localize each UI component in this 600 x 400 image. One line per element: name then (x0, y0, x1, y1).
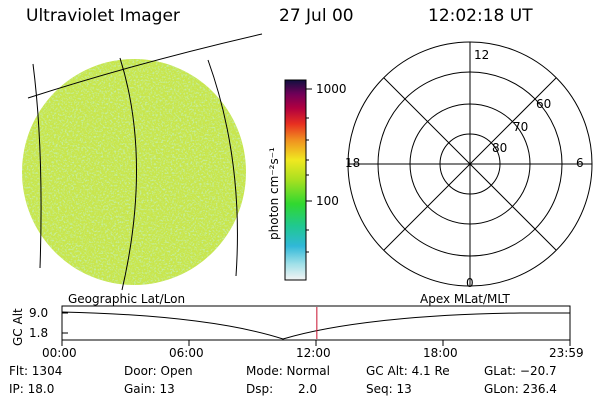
colorbar-tick-100: 100 (316, 194, 339, 208)
geo-caption: Geographic Lat/Lon (68, 292, 186, 306)
glat-value: GLat: −20.7 (484, 364, 557, 378)
flight-number: Flt: 1304 (9, 364, 63, 378)
timeline-x-tick-2359: 23:59 (549, 346, 584, 360)
gc-alt-value: GC Alt: 4.1 Re (366, 364, 450, 378)
timeline-x-tick-0000: 00:00 (42, 346, 77, 360)
colorbar-tick-1000: 1000 (316, 82, 347, 96)
timeline-axis-title: GC Alt (11, 308, 25, 346)
timeline-y-tick-max: 9.0 (29, 306, 49, 320)
mlt-label-12: 12 (474, 48, 490, 62)
uvi-image (22, 33, 263, 291)
geo-grid-lines (27, 33, 263, 291)
timeline-x-tick-1800: 18:00 (423, 346, 458, 360)
timeline-x-tick-1200: 12:00 (296, 346, 331, 360)
door-status: Door: Open (124, 364, 193, 378)
seq-value: Seq: 13 (366, 382, 412, 396)
timeline-x-tick-0600: 06:00 (169, 346, 204, 360)
date-label: 27 Jul 00 (279, 6, 354, 26)
dsp-value: 2.0 (298, 382, 318, 396)
mlt-label-0: 0 (466, 276, 474, 290)
ip-value: IP: 18.0 (9, 382, 55, 396)
mode-value: Mode: Normal (246, 364, 330, 378)
apex-caption: Apex MLat/MLT (420, 292, 510, 306)
timeline-y-tick-min: 1.8 (29, 326, 49, 340)
polar-grid (347, 41, 593, 287)
time-label: 12:02:18 UT (428, 6, 533, 26)
timeline-panel (61, 305, 571, 346)
dsp-label: Dsp: (246, 382, 274, 396)
lat-label-80: 80 (492, 141, 508, 155)
color-bar (284, 79, 312, 281)
instrument-title: Ultraviolet Imager (26, 6, 180, 26)
mlt-label-6: 6 (576, 156, 584, 170)
gain-value: Gain: 13 (124, 382, 175, 396)
lat-label-70: 70 (513, 120, 529, 134)
lat-label-60: 60 (536, 97, 552, 111)
colorbar-unit-label: photon cm⁻²s⁻¹ (267, 147, 281, 240)
glon-value: GLon: 236.4 (484, 382, 557, 396)
mlt-label-18: 18 (345, 156, 361, 170)
